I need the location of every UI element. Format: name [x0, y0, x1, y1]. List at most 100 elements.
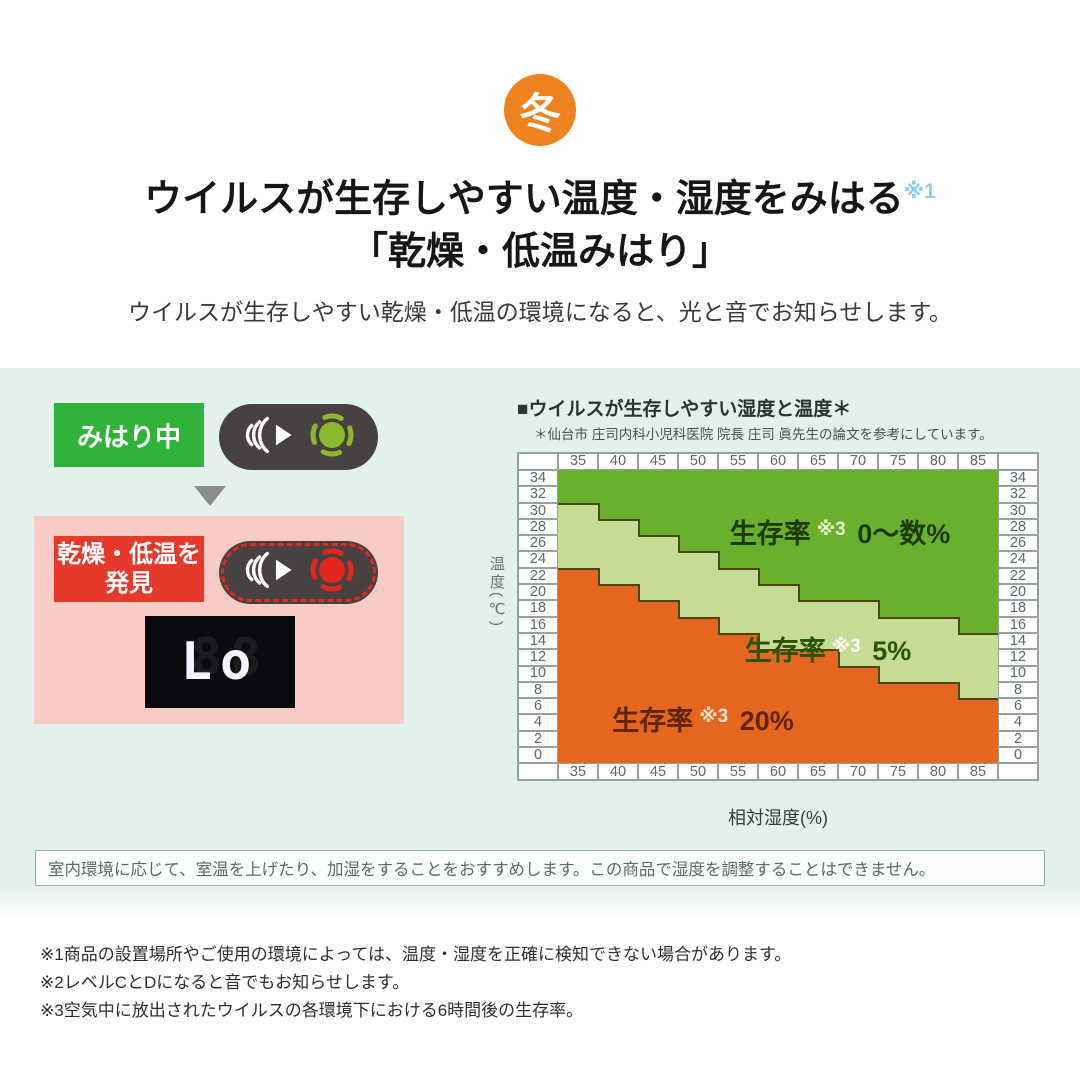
season-winter-badge: 冬 — [504, 74, 576, 146]
x-axis-label: 相対湿度(%) — [728, 808, 828, 828]
chart-zone-cell — [878, 518, 918, 536]
chart-zone-cell — [958, 600, 998, 617]
chart-zone-cell — [878, 486, 918, 503]
humidity-tick-cell: 80 — [918, 763, 958, 781]
chart-zone-cell — [918, 632, 958, 650]
footnote-1: ※1商品の設置場所やご使用の環境によっては、温度・湿度を正確に検知できない場合が… — [40, 945, 792, 964]
chart-zone-cell — [878, 632, 918, 650]
chart-zone-cell — [558, 665, 598, 682]
chart-zone-cell — [638, 747, 678, 764]
chart-zone-cell — [758, 518, 798, 536]
footnote-ref-3: ※3 — [831, 636, 861, 657]
zone-label-high-survival: 生存率 ※3 20% — [612, 699, 794, 738]
chart-zone-cell — [638, 714, 678, 731]
axis-corner-cell — [998, 763, 1038, 781]
chart-zone-cell — [838, 535, 878, 552]
chart-zone-cell — [838, 747, 878, 764]
temperature-tick-cell: 12 — [518, 649, 558, 666]
chart-zone-cell — [958, 747, 998, 764]
chart-zone-cell — [598, 486, 638, 503]
chart-zone-cell — [558, 616, 598, 633]
chart-zone-cell — [758, 649, 798, 666]
chart-zone-cell — [838, 698, 878, 715]
chart-zone-cell — [678, 698, 718, 715]
chart-zone-cell — [718, 502, 758, 519]
chart-zone-cell — [598, 470, 638, 487]
chart-zone-cell — [678, 730, 718, 748]
chart-zone-cell — [878, 698, 918, 715]
humidity-tick-cell: 70 — [838, 453, 878, 470]
chart-zone-cell — [878, 551, 918, 568]
chart-zone-cell — [838, 486, 878, 503]
chart-source-note: ＊仙台市 庄司内科小児科医院 院長 庄司 眞先生の論文を参考にしています。 — [534, 427, 993, 442]
chart-zone-cell — [918, 486, 958, 503]
chart-zone-cell — [958, 518, 998, 536]
chart-zone-cell — [758, 551, 798, 568]
temperature-tick-cell: 2 — [998, 730, 1038, 748]
survival-chart-grid: 35 40 45 50 55 60 65 70 75 80 85 34 34 32 32 30 30 28 28 26… — [517, 452, 1039, 782]
temperature-tick-cell: 26 — [518, 535, 558, 552]
temperature-tick-cell: 26 — [998, 535, 1038, 552]
chart-zone-cell — [558, 649, 598, 666]
chart-zone-cell — [918, 730, 958, 748]
chart-zone-cell — [638, 551, 678, 568]
humidity-tick-cell: 60 — [758, 763, 798, 781]
indicator-pill-alert — [219, 541, 378, 604]
chart-zone-cell — [958, 470, 998, 487]
temperature-tick-cell: 34 — [518, 470, 558, 487]
chart-zone-cell — [598, 616, 638, 633]
chart-zone-cell — [758, 567, 798, 585]
chart-zone-cell — [678, 600, 718, 617]
chart-zone-cell — [718, 584, 758, 601]
chart-zone-cell — [798, 502, 838, 519]
chart-zone-cell — [638, 502, 678, 519]
chart-zone-cell — [758, 698, 798, 715]
chart-zone-cell — [958, 681, 998, 699]
chart-zone-cell — [918, 665, 958, 682]
chart-zone-cell — [678, 649, 718, 666]
chart-zone-cell — [838, 649, 878, 666]
chart-zone-cell — [798, 470, 838, 487]
chart-zone-cell — [918, 681, 958, 699]
chart-zone-cell — [758, 600, 798, 617]
humidity-tick-cell: 85 — [958, 763, 998, 781]
chart-zone-cell — [878, 730, 918, 748]
chart-zone-cell — [878, 616, 918, 633]
chart-zone-cell — [678, 681, 718, 699]
humidity-tick-cell: 80 — [918, 453, 958, 470]
footnote-ref-3: ※3 — [699, 706, 729, 727]
chart-zone-cell — [598, 632, 638, 650]
chart-zone-cell — [758, 584, 798, 601]
temperature-tick-cell: 34 — [998, 470, 1038, 487]
chart-zone-cell — [878, 600, 918, 617]
footnote-ref-3: ※3 — [816, 519, 846, 540]
lamp-on-green-icon — [309, 413, 355, 462]
temperature-tick-cell: 10 — [518, 665, 558, 682]
temperature-tick-cell: 8 — [518, 681, 558, 699]
temperature-tick-cell: 16 — [518, 616, 558, 633]
chart-zone-cell — [838, 714, 878, 731]
chart-zone-cell — [598, 714, 638, 731]
chart-zone-cell — [958, 616, 998, 633]
chart-zone-cell — [758, 632, 798, 650]
temperature-tick-cell: 16 — [998, 616, 1038, 633]
chart-zone-cell — [838, 502, 878, 519]
chart-zone-cell — [878, 649, 918, 666]
chart-zone-cell — [758, 681, 798, 699]
status-watching-badge: みはり中 — [54, 403, 204, 467]
chart-zone-cell — [638, 681, 678, 699]
temperature-tick-cell: 20 — [998, 584, 1038, 601]
chart-zone-cell — [838, 665, 878, 682]
zone-label-text: 生存率 — [729, 519, 811, 549]
chart-zone-cell — [798, 551, 838, 568]
chart-zone-cell — [678, 665, 718, 682]
zone-label-value: 0〜数% — [857, 519, 951, 549]
chart-zone-cell — [678, 551, 718, 568]
chart-zone-cell — [958, 551, 998, 568]
chart-zone-cell — [798, 698, 838, 715]
chart-zone-cell — [718, 567, 758, 585]
chart-zone-cell — [598, 535, 638, 552]
chart-zone-cell — [958, 632, 998, 650]
lamp-on-red-icon — [309, 548, 355, 597]
chart-zone-cell — [638, 518, 678, 536]
